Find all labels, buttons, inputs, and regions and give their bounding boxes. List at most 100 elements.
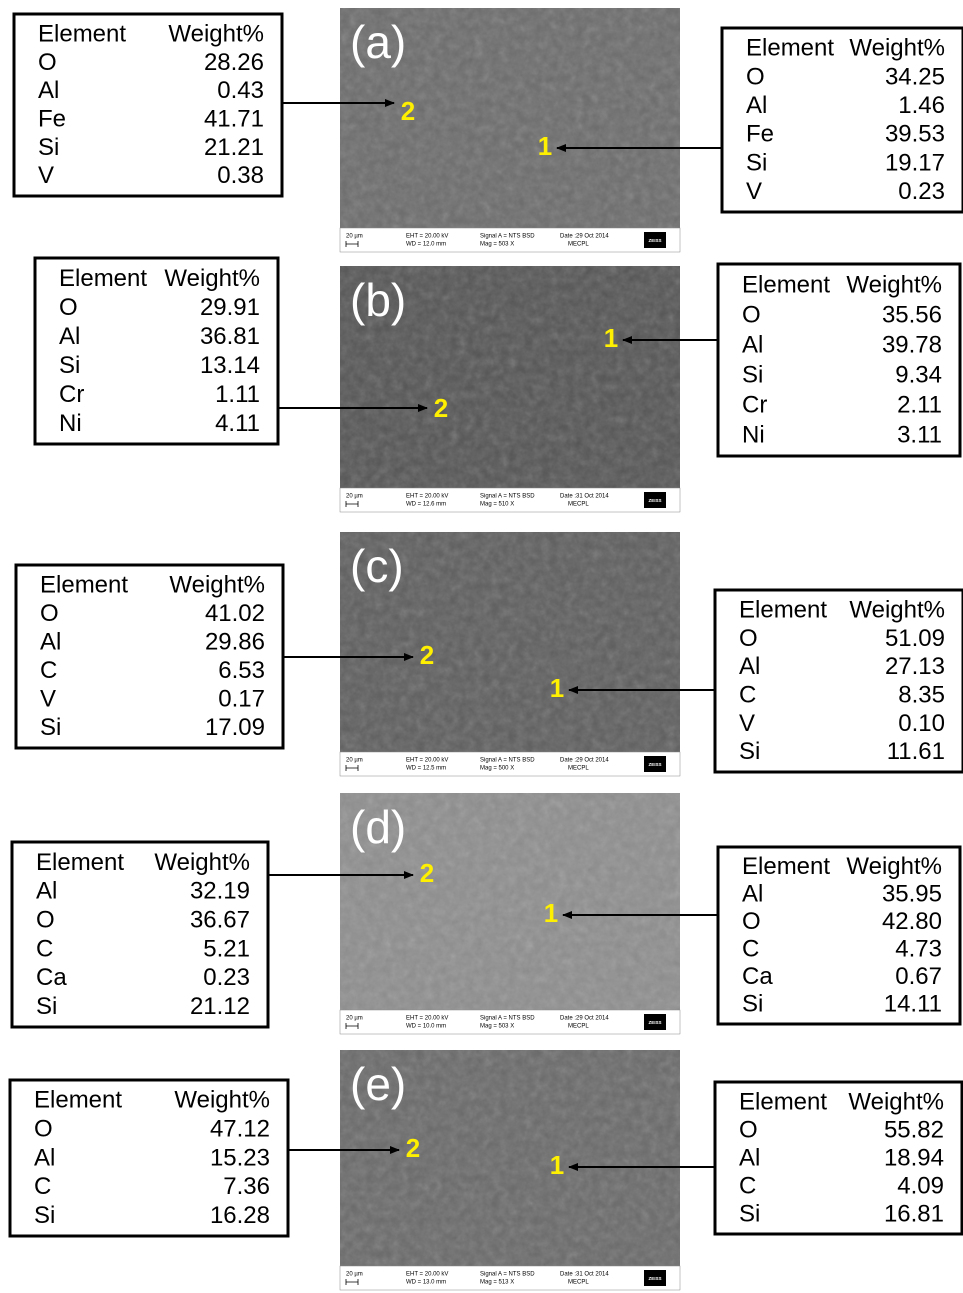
point-marker: 1 [550,673,564,703]
date: Date :29 Oct 2014 [560,234,609,240]
table-row-weight: 36.67 [190,906,250,933]
table-row-weight: 39.78 [882,331,942,358]
figure: 20 µm EHT = 20.00 kV WD = 12.0 mm Signal A … [0,0,963,1293]
table-row-weight: 0.23 [203,964,250,991]
table-row-element: Si [739,1200,760,1227]
table-row-weight: 4.09 [897,1172,944,1199]
table-header-element: Element [40,572,128,599]
table-row-weight: 41.02 [205,600,265,627]
table-row-weight: 15.23 [210,1144,270,1171]
table-row-element: Si [59,352,80,379]
table-row-element: O [59,294,78,321]
table-row-element: V [739,710,755,737]
table-row-weight: 21.21 [204,134,264,161]
table-row-weight: 4.73 [895,936,942,963]
table-row-element: C [34,1173,51,1200]
table-row-weight: 42.80 [882,908,942,935]
mag: Mag = 503 X [480,1024,514,1030]
panel-label: (b) [350,274,406,326]
wd: WD = 13.0 mm [406,1280,446,1286]
table-row-element: Al [34,1144,55,1171]
brand: ZEISS [648,762,661,767]
point-marker: 2 [420,858,434,888]
mag: Mag = 510 X [480,502,514,508]
table-row-weight: 1.11 [215,381,260,408]
table-row-element: Ni [742,421,765,448]
table-row-element: Si [746,149,767,176]
scale-bar-label: 20 µm [346,1272,363,1278]
table-row-weight: 6.53 [218,657,265,684]
table-row-weight: 18.94 [884,1144,944,1171]
table-row-element: V [38,162,54,189]
table-row-element: Si [34,1202,55,1229]
table-row-element: Al [746,92,767,119]
table-row-weight: 47.12 [210,1116,270,1143]
table-row-element: Al [40,629,61,656]
table-row-weight: 13.14 [200,352,260,379]
table-header-element: Element [36,849,124,876]
brand: ZEISS [648,238,661,243]
wd: WD = 10.0 mm [406,1024,446,1030]
table-row-element: Si [40,714,61,741]
mag: Mag = 513 X [480,1280,514,1286]
table-row-weight: 27.13 [885,653,945,680]
table-row-weight: 1.46 [898,92,945,119]
table-row-weight: 29.91 [200,294,260,321]
table-row-weight: 29.86 [205,629,265,656]
table-header-element: Element [34,1087,122,1114]
table-row-weight: 28.26 [204,49,264,76]
eht: EHT = 20.00 kV [406,234,448,240]
table-row-element: V [746,178,762,205]
wd: WD = 12.0 mm [406,242,446,248]
scale-bar-label: 20 µm [346,494,363,500]
table-row-element: Ca [742,963,773,990]
table-row-element: C [742,936,759,963]
table-row-element: Al [38,77,59,104]
table-row-element: Cr [742,391,767,418]
point-marker: 1 [604,323,618,353]
point-marker: 1 [544,898,558,928]
wd: WD = 12.6 mm [406,502,446,508]
sem-footer [340,1266,680,1290]
table-header-element: Element [739,597,827,624]
table-row-element: Ni [59,410,82,437]
point-marker: 2 [434,393,448,423]
date: Date :31 Oct 2014 [560,1272,609,1278]
table-row-weight: 35.95 [882,881,942,908]
table-row-weight: 55.82 [884,1116,944,1143]
brand: ZEISS [648,498,661,503]
table-header-weight: Weight% [849,597,945,624]
signal: Signal A = NTS BSD [480,234,535,240]
table-row-element: O [746,63,765,90]
scale-bar-label: 20 µm [346,1016,363,1022]
table-row-weight: 0.43 [217,77,264,104]
table-row-weight: 2.11 [897,391,942,418]
point-marker: 2 [401,96,415,126]
point-marker: 1 [550,1150,564,1180]
table-row-weight: 32.19 [190,878,250,905]
table-row-weight: 0.10 [898,710,945,737]
table-row-element: O [34,1116,53,1143]
panel-label: (e) [350,1058,406,1110]
sem-footer [340,228,680,252]
table-row-weight: 0.67 [895,963,942,990]
eht: EHT = 20.00 kV [406,1016,448,1022]
table-row-element: O [742,301,761,328]
scale-bar-label: 20 µm [346,758,363,764]
table-row-element: Si [742,991,763,1018]
table-row-element: Fe [38,106,66,133]
table-row-element: Cr [59,381,84,408]
table-row-weight: 21.12 [190,993,250,1020]
table-header-element: Element [746,35,834,62]
table-row-weight: 8.35 [898,682,945,709]
point-marker: 2 [406,1133,420,1163]
table-row-element: O [36,906,55,933]
table-header-weight: Weight% [174,1087,270,1114]
table-row-element: Ca [36,964,67,991]
table-row-weight: 5.21 [203,935,250,962]
table-row-element: Al [742,881,763,908]
brand: ZEISS [648,1276,661,1281]
table-row-weight: 0.17 [218,686,265,713]
table-header-element: Element [38,21,126,48]
sem-footer [340,752,680,776]
